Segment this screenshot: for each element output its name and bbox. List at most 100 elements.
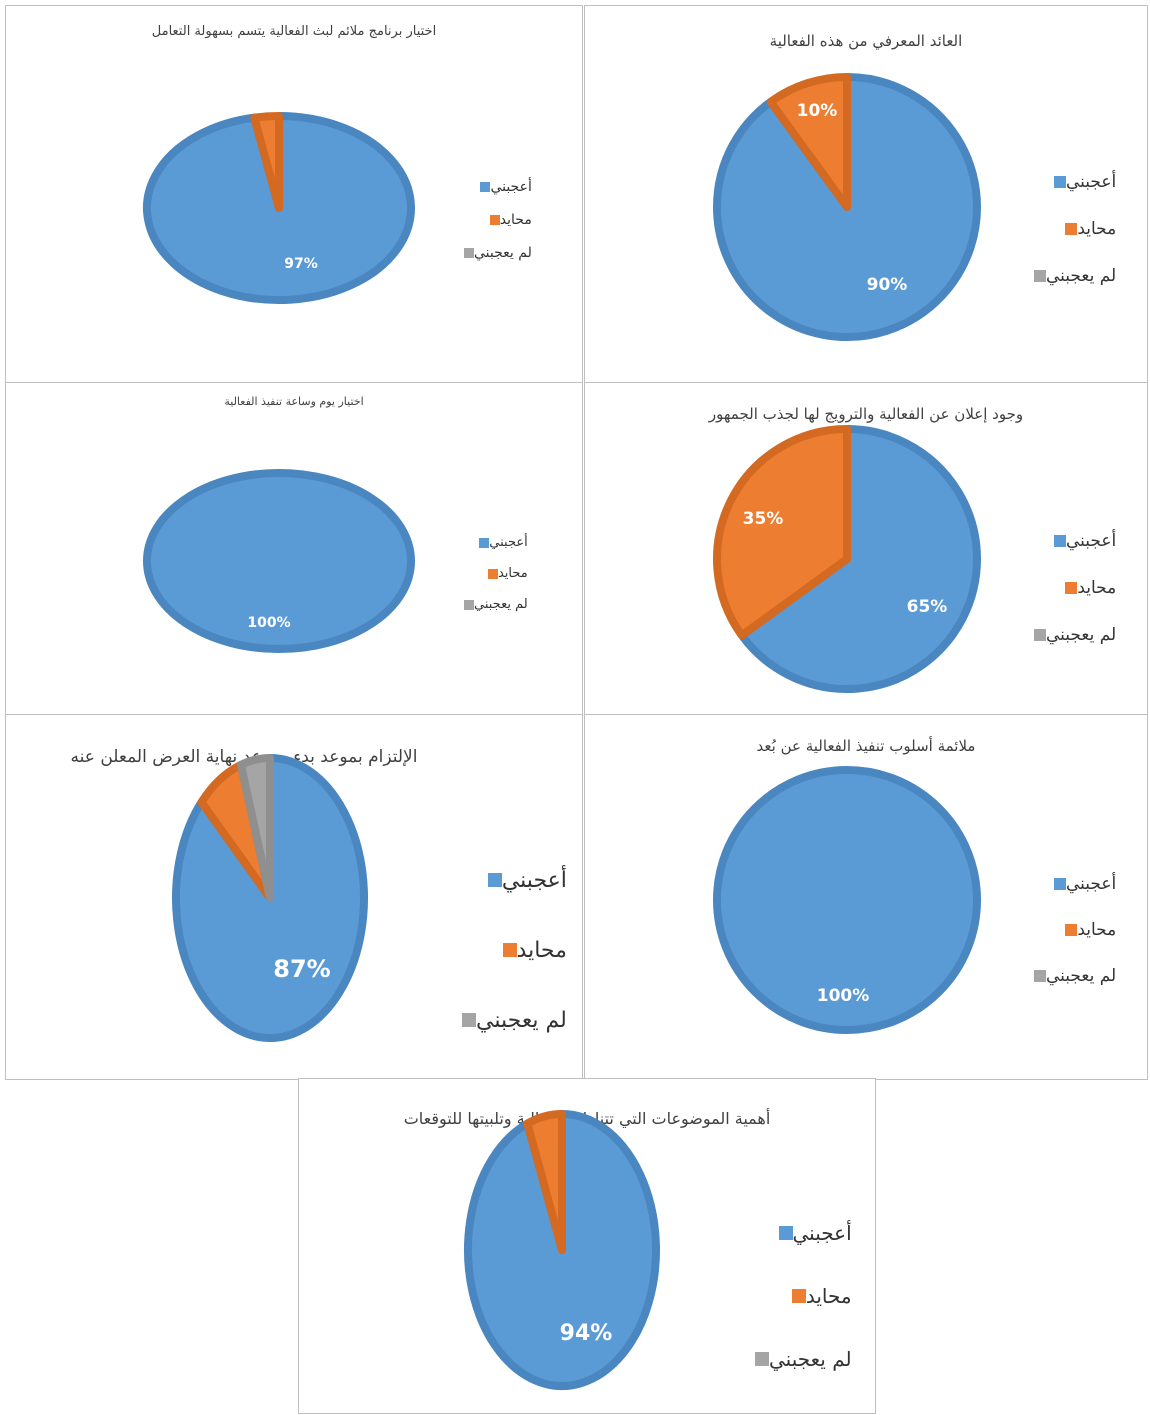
chart-legend: أعجبني محايد لم يعجبني [753,1201,852,1390]
pie-chart: 87% [172,754,368,1042]
pie-chart: 100% [143,469,415,653]
chart-title: وجود إعلان عن الفعالية والترويج لها لجذب… [708,405,1024,423]
legend-label: أعجبني [1065,530,1117,551]
legend-label: لم يعجبني [1046,966,1117,986]
legend-label: محايد [1077,577,1117,598]
legend-label: لم يعجبني [476,1007,567,1033]
data-label: 100% [817,986,870,1006]
pie-slice-neutral [766,73,851,211]
legend-label: لم يعجبني [769,1346,852,1371]
legend-item-liked: أعجبني [462,170,532,203]
legend-swatch [464,599,474,610]
pie-chart: 65% 35% [713,425,981,693]
chart-legend: أعجبني محايد لم يعجبني [1032,861,1116,999]
legend-swatch [487,873,502,887]
legend-label: محايد [1077,920,1117,940]
chart-panel: الإلتزام بموعد بدء وموعد نهاية العرض الم… [5,714,583,1080]
data-label: 90% [867,275,908,295]
legend-item-neutral: محايد [1032,907,1116,953]
legend-swatch [778,1225,793,1240]
legend-swatch [1065,222,1078,235]
legend-item-neutral: محايد [753,1264,852,1327]
chart-legend: أعجبني محايد لم يعجبني [1032,517,1116,658]
pie-slice-neutral [713,425,851,640]
legend-item-neutral: محايد [462,203,532,236]
legend-label: أعجبني [1065,171,1117,192]
chart-panel: أهمية الموضوعات التي تتناولها الفعالية و… [298,1078,876,1414]
pie-chart: 94% [464,1110,660,1390]
legend-item-liked: أعجبني [1032,861,1116,907]
legend-item-disliked: لم يعجبني [1032,611,1116,658]
legend-swatch [1053,175,1066,188]
legend-item-liked: أعجبني [462,527,528,558]
legend-item-disliked: لم يعجبني [462,236,532,269]
pie-chart: 90% 10% [713,73,981,341]
data-label: 100% [247,615,290,631]
legend-item-liked: أعجبني [753,1201,852,1264]
chart-panel: العائد المعرفي من هذه الفعالية 90% 10% أعجب… [584,5,1148,383]
legend-label: أعجبني [489,535,528,550]
legend-label: محايد [805,1283,852,1308]
legend-swatch [1034,269,1046,282]
data-label: 10% [797,101,838,121]
pie-slice-liked [737,425,981,693]
data-label: 65% [907,597,948,617]
legend-swatch [480,181,491,192]
legend-item-liked: أعجبني [1032,517,1116,564]
chart-panel: اختيار برنامج ملائم لبث الفعالية يتسم بس… [5,5,583,383]
chart-title: ملائمة أسلوب تنفيذ الفعالية عن بُعد [756,737,976,755]
legend-item-disliked: لم يعجبني [462,589,528,620]
chart-panel: اختيار يوم وساعة تنفيذ الفعالية 100% أعجبن… [5,382,583,715]
legend-swatch [755,1351,769,1366]
chart-title: العائد المعرفي من هذه الفعالية [769,32,963,50]
legend-label: محايد [516,937,567,963]
legend-label: لم يعجبني [474,244,532,261]
chart-panel: وجود إعلان عن الفعالية والترويج لها لجذب… [584,382,1148,715]
pie-slice-neutral [250,112,283,212]
pie-chart: 100% [713,766,981,1034]
legend-swatch [791,1288,806,1303]
chart-legend: أعجبني محايد لم يعجبني [1032,158,1116,299]
legend-swatch [464,247,474,258]
data-label: 87% [273,955,330,983]
legend-swatch [479,537,490,548]
pie-slice-liked [713,766,981,1034]
chart-legend: أعجبني محايد لم يعجبني [462,527,528,620]
legend-item-neutral: محايد [1032,564,1116,611]
legend-label: لم يعجبني [474,597,528,612]
legend-swatch [1053,878,1066,890]
legend-item-disliked: لم يعجبني [753,1327,852,1390]
data-label: 94% [560,1321,613,1346]
chart-legend: أعجبني محايد لم يعجبني [460,845,567,1055]
legend-label: أعجبني [501,867,567,893]
legend-label: أعجبني [490,178,532,195]
chart-title: اختيار برنامج ملائم لبث الفعالية يتسم بس… [151,24,437,39]
legend-swatch [487,568,498,579]
chart-legend: أعجبني محايد لم يعجبني [462,170,532,269]
legend-swatch [462,1013,476,1027]
legend-label: محايد [1077,218,1117,239]
data-label: 35% [743,509,784,529]
chart-title: اختيار يوم وساعة تنفيذ الفعالية [224,395,364,408]
legend-label: أعجبني [1065,874,1117,894]
chart-panel: ملائمة أسلوب تنفيذ الفعالية عن بُعد 100% أ… [584,714,1148,1080]
legend-label: لم يعجبني [1046,624,1117,645]
legend-swatch [489,214,500,225]
legend-label: محايد [499,211,532,228]
pie-slice-neutral [523,1110,566,1254]
pie-chart: 97% [143,112,415,304]
legend-label: أعجبني [792,1220,852,1245]
legend-item-neutral: محايد [462,558,528,589]
legend-item-liked: أعجبني [460,845,567,915]
legend-swatch [502,943,517,957]
pie-slice-disliked [236,754,274,902]
legend-swatch [1034,628,1046,641]
legend-item-disliked: لم يعجبني [1032,252,1116,299]
legend-swatch [1034,970,1046,982]
legend-label: لم يعجبني [1046,265,1117,286]
legend-item-liked: أعجبني [1032,158,1116,205]
legend-item-neutral: محايد [460,915,567,985]
data-label: 97% [284,256,318,272]
legend-label: محايد [497,566,528,581]
pie-slice-liked [143,469,415,653]
